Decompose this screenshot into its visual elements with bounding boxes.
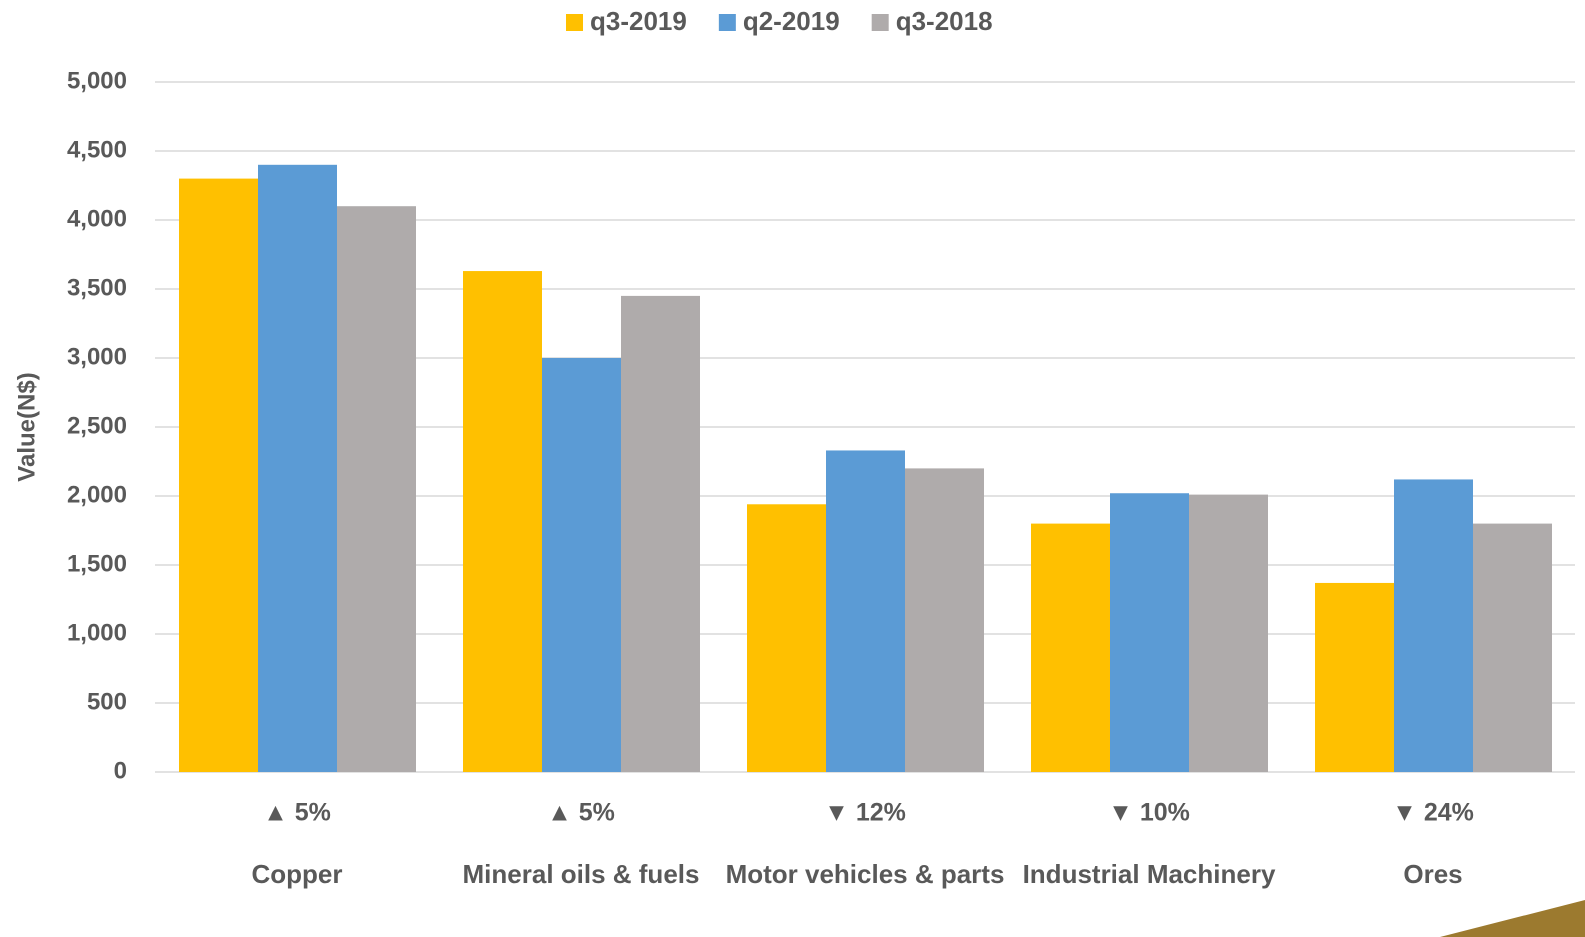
bar <box>1189 494 1268 772</box>
y-tick-label: 1,000 <box>67 619 127 646</box>
y-tick-label: 5,000 <box>67 67 127 94</box>
x-tick-label: Mineral oils & fuels <box>462 859 700 889</box>
bar <box>542 358 621 772</box>
y-tick-label: 2,000 <box>67 481 127 508</box>
y-tick-label: 3,500 <box>67 274 127 301</box>
y-tick-label: 1,500 <box>67 550 127 577</box>
bar <box>826 450 905 772</box>
y-tick-label: 4,500 <box>67 136 127 163</box>
y-tick-label: 0 <box>114 757 127 784</box>
y-tick-label: 500 <box>87 688 127 715</box>
bar <box>1031 523 1110 772</box>
legend-label: q2-2019 <box>743 6 840 36</box>
bar <box>747 504 826 772</box>
decoration <box>1440 900 1585 937</box>
bar <box>337 206 416 772</box>
bar <box>621 295 700 772</box>
legend-swatch <box>718 14 736 31</box>
x-tick-label: Copper <box>251 859 343 889</box>
bar <box>1394 479 1473 772</box>
y-tick-label: 4,000 <box>67 205 127 232</box>
y-tick-label: 2,500 <box>67 412 127 439</box>
x-tick-label: Motor vehicles & parts <box>725 859 1005 889</box>
bar <box>179 178 258 773</box>
bar <box>1315 582 1394 772</box>
bar <box>1110 493 1189 772</box>
legend-swatch <box>871 14 889 31</box>
y-axis-label: Value(N$) <box>13 372 40 481</box>
annotation: ▲ 5% <box>547 799 615 827</box>
x-tick-label: Ores <box>1403 859 1463 889</box>
annotation: ▼ 10% <box>1108 799 1190 827</box>
legend-label: q3-2019 <box>590 6 687 36</box>
bar <box>258 164 337 773</box>
legend-swatch <box>566 14 583 31</box>
annotation: ▲ 5% <box>263 799 331 827</box>
annotation: ▼ 12% <box>824 799 906 827</box>
bar <box>463 271 542 772</box>
annotation: ▼ 24% <box>1392 799 1474 827</box>
legend-label: q3-2018 <box>896 6 993 36</box>
bar <box>1473 523 1552 772</box>
y-tick-label: 3,000 <box>67 343 127 370</box>
bar <box>905 468 984 772</box>
x-tick-label: Industrial Machinery <box>1022 859 1276 889</box>
